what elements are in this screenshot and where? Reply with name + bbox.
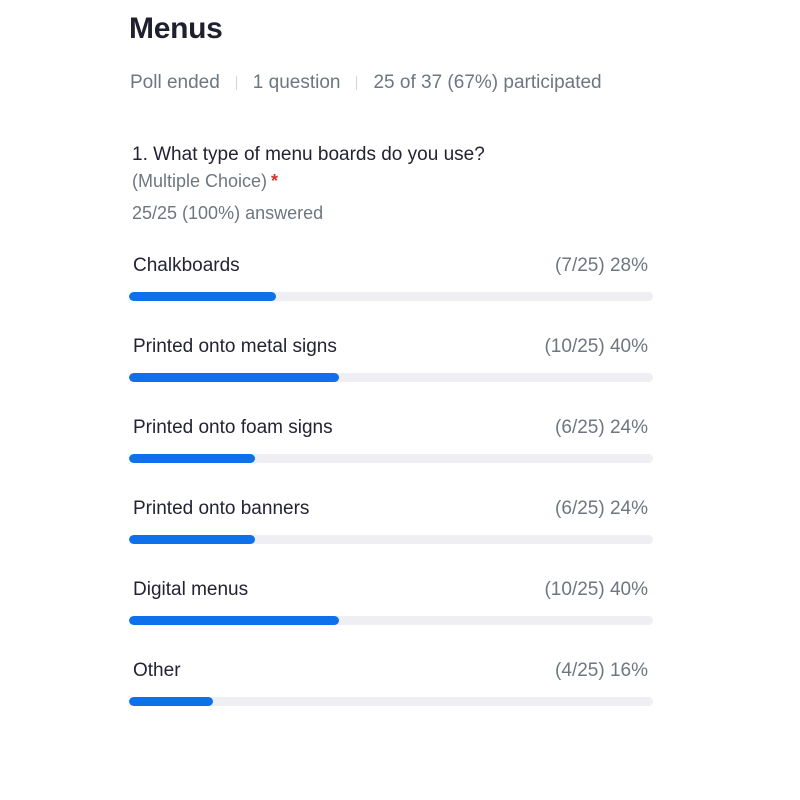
option-stat: (4/25) 16% [555,660,648,681]
progress-fill [129,373,339,382]
option-label: Digital menus [133,579,249,600]
option-stat: (10/25) 40% [544,336,648,357]
progress-track [129,616,653,625]
poll-title: Menus [129,12,223,45]
question-text: 1. What type of menu boards do you use? [132,144,485,165]
option-label: Printed onto foam signs [133,417,333,438]
option-digital-menus: Digital menus (10/25) 40% [129,577,654,658]
option-label: Other [133,660,181,681]
progress-fill [129,292,276,301]
option-stat: (10/25) 40% [544,579,648,600]
participation-count: 25 of 37 (67%) participated [373,72,602,93]
progress-track [129,454,653,463]
progress-fill [129,697,213,706]
option-label: Printed onto banners [133,498,310,519]
option-label: Chalkboards [133,255,240,276]
progress-track [129,292,653,301]
required-marker: * [271,171,279,191]
option-banners: Printed onto banners (6/25) 24% [129,496,654,577]
progress-fill [129,616,339,625]
option-chalkboards: Chalkboards (7/25) 28% [129,253,654,334]
poll-status: Poll ended [130,72,220,93]
question-type-label: (Multiple Choice) [132,171,268,191]
meta-divider [235,76,237,90]
option-list: Chalkboards (7/25) 28% Printed onto meta… [129,253,654,739]
question-count: 1 question [252,72,341,93]
option-metal-signs: Printed onto metal signs (10/25) 40% [129,334,654,415]
progress-track [129,373,653,382]
poll-meta: Poll ended 1 question 25 of 37 (67%) par… [130,72,602,94]
meta-divider [356,76,358,90]
progress-track [129,535,653,544]
progress-track [129,697,653,706]
option-label: Printed onto metal signs [133,336,337,357]
option-stat: (6/25) 24% [555,498,648,519]
question-type: (Multiple Choice) * [132,171,278,192]
answered-count: 25/25 (100%) answered [132,203,324,223]
option-stat: (7/25) 28% [555,255,648,276]
progress-fill [129,535,255,544]
option-stat: (6/25) 24% [555,417,648,438]
progress-fill [129,454,255,463]
option-foam-signs: Printed onto foam signs (6/25) 24% [129,415,654,496]
option-other: Other (4/25) 16% [129,658,654,739]
